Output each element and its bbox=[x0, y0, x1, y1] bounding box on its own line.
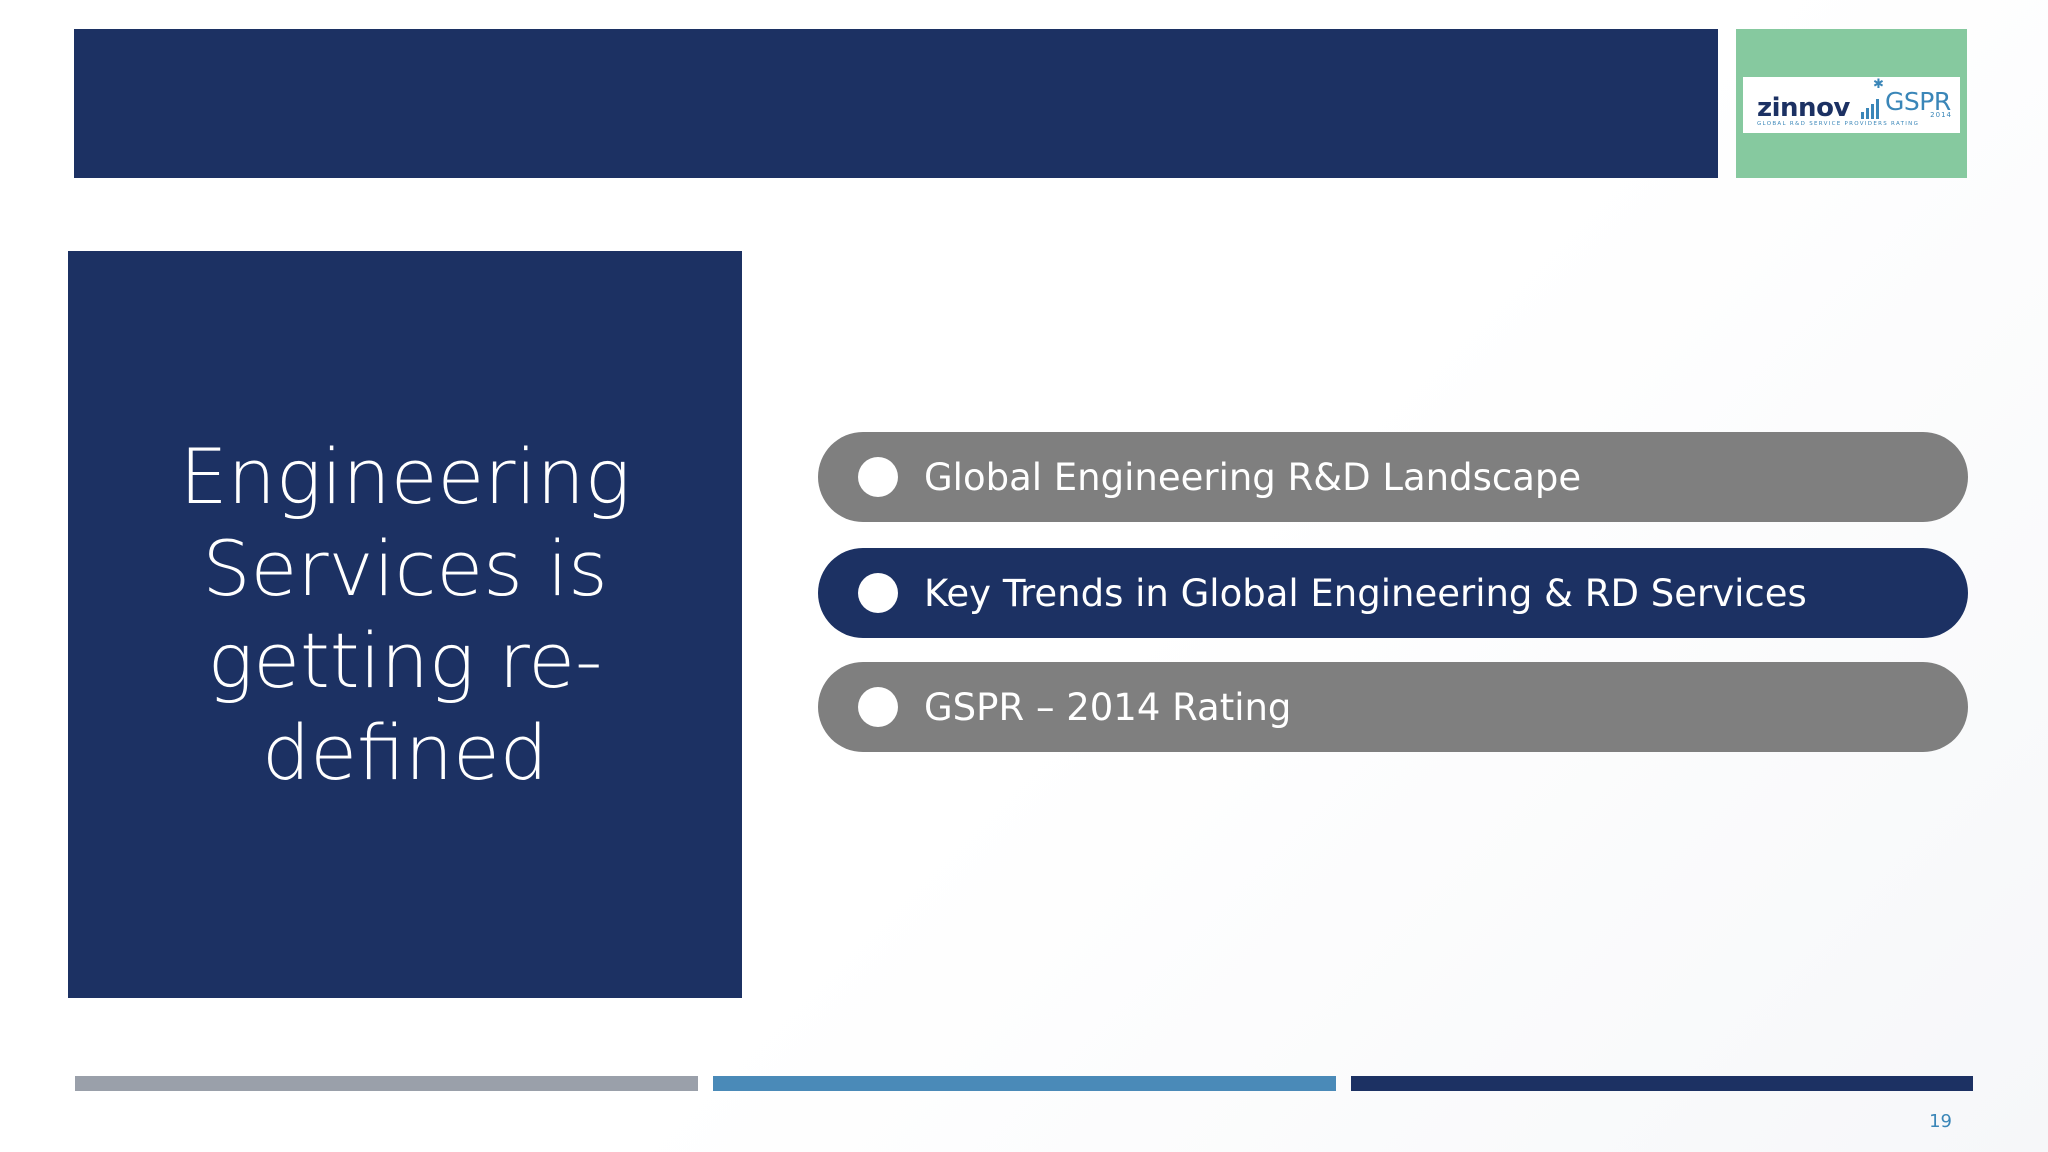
star-icon: ✱ bbox=[1873, 77, 1884, 92]
agenda-item-label: Global Engineering R&D Landscape bbox=[924, 455, 1582, 499]
header-bar bbox=[74, 29, 1718, 178]
section-title-panel: Engineering Services is getting re-defin… bbox=[68, 251, 742, 998]
bar-chart-icon bbox=[1861, 99, 1883, 119]
logo-brand: zinnov bbox=[1757, 93, 1850, 123]
logo-year: 2014 bbox=[1930, 111, 1952, 119]
logo-panel: zinnov ✱ GSPR 2014 GLOBAL R&D SERVICE PR… bbox=[1736, 29, 1967, 178]
footer-bar-navy bbox=[1351, 1076, 1973, 1091]
logo-tagline: GLOBAL R&D SERVICE PROVIDERS RATING bbox=[1757, 121, 1920, 127]
footer-bar-gray bbox=[75, 1076, 698, 1091]
logo: zinnov ✱ GSPR 2014 GLOBAL R&D SERVICE PR… bbox=[1743, 77, 1960, 133]
agenda-item-rating: GSPR – 2014 Rating bbox=[818, 662, 1968, 752]
logo-product: GSPR bbox=[1885, 87, 1951, 116]
section-title: Engineering Services is getting re-defin… bbox=[179, 431, 631, 797]
bullet-dot-icon bbox=[858, 457, 898, 497]
bullet-dot-icon bbox=[858, 687, 898, 727]
footer-bar-blue bbox=[713, 1076, 1336, 1091]
agenda-item-landscape: Global Engineering R&D Landscape bbox=[818, 432, 1968, 522]
bullet-dot-icon bbox=[858, 573, 898, 613]
agenda-item-key-trends: Key Trends in Global Engineering & RD Se… bbox=[818, 548, 1968, 638]
page-number: 19 bbox=[1929, 1111, 1952, 1132]
agenda-item-label: GSPR – 2014 Rating bbox=[924, 685, 1292, 729]
agenda-item-label: Key Trends in Global Engineering & RD Se… bbox=[924, 571, 1807, 615]
